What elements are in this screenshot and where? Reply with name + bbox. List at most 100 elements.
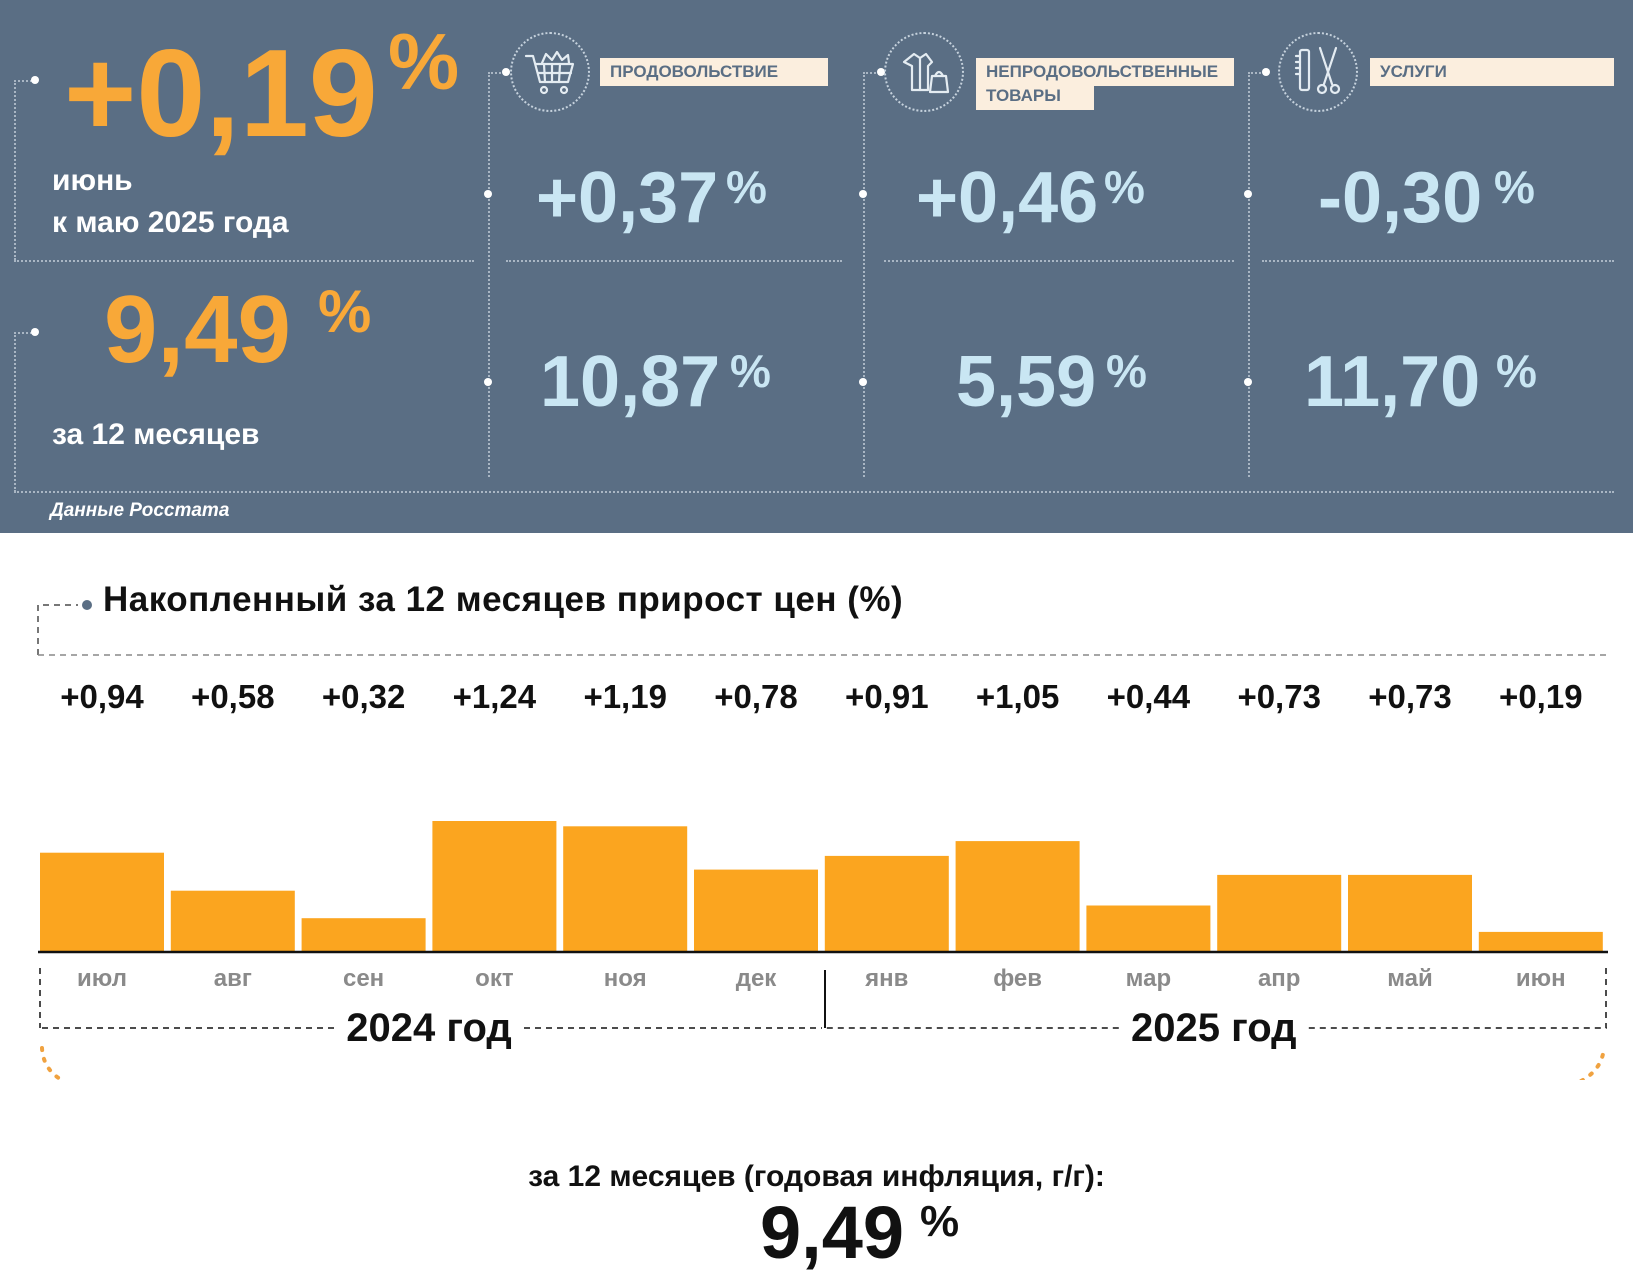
value-label-июл: +0,94 bbox=[60, 678, 144, 715]
category-label-nonfood-line1: НЕПРОДОВОЛЬСТВЕННЫЕ bbox=[976, 58, 1234, 86]
frame-dot bbox=[502, 68, 510, 76]
category-label-services: УСЛУГИ bbox=[1370, 58, 1614, 86]
bar-окт bbox=[432, 821, 557, 952]
month-label-май: май bbox=[1387, 965, 1433, 992]
title-dot bbox=[82, 600, 92, 610]
chart-title: Накопленный за 12 месяцев прирост цен (%… bbox=[103, 580, 904, 619]
value-label-авг: +0,58 bbox=[191, 678, 275, 715]
bar-авг bbox=[170, 890, 295, 952]
column-divider bbox=[863, 72, 865, 477]
year-label-1: 2025 год bbox=[1131, 1006, 1297, 1050]
annual-percent-sign: % bbox=[318, 278, 372, 345]
frame-dot bbox=[484, 378, 492, 386]
month-label-окт: окт bbox=[475, 965, 514, 992]
nonfood-monthly-value: +0,46 bbox=[916, 158, 1099, 238]
food-annual-percent: % bbox=[730, 345, 771, 397]
value-label-янв: +0,91 bbox=[845, 678, 929, 715]
data-source: Данные Росстата bbox=[50, 500, 230, 521]
value-label-июн: +0,19 bbox=[1499, 678, 1583, 715]
month-label-апр: апр bbox=[1258, 965, 1301, 992]
bar-фев bbox=[955, 841, 1080, 952]
category-label-food: ПРОДОВОЛЬСТВИЕ bbox=[600, 58, 828, 86]
frame-dot bbox=[1262, 68, 1270, 76]
frame-line bbox=[863, 72, 883, 74]
nonfood-annual-value: 5,59 bbox=[956, 342, 1097, 422]
monthly-percent-sign: % bbox=[388, 17, 460, 106]
bar-chart: +0,94 +0,58 +0,32 +1,24 +1,19 +0,78 +0,91 +1,05… bbox=[37, 600, 1608, 1080]
total-brace bbox=[40, 1046, 1606, 1080]
frame-line bbox=[14, 260, 474, 262]
clothing-bag-icon bbox=[884, 32, 964, 112]
shopping-cart-icon bbox=[510, 32, 590, 112]
frame-dot bbox=[31, 76, 39, 84]
month-label-июл: июл bbox=[77, 965, 127, 992]
month-label-авг: авг bbox=[214, 965, 252, 992]
column-divider bbox=[1248, 72, 1250, 477]
monthly-label-line2: к маю 2025 года bbox=[52, 206, 289, 239]
value-label-апр: +0,73 bbox=[1237, 678, 1321, 715]
title-connector bbox=[37, 604, 78, 655]
frame-line bbox=[884, 260, 1234, 262]
monthly-value: +0,19 bbox=[64, 25, 378, 163]
services-annual-value: 11,70 bbox=[1304, 342, 1481, 422]
comb-scissors-icon bbox=[1278, 32, 1358, 112]
value-label-дек: +0,78 bbox=[714, 678, 798, 715]
value-label-май: +0,73 bbox=[1368, 678, 1452, 715]
month-label-ноя: ноя bbox=[604, 965, 647, 992]
frame-line bbox=[14, 80, 36, 82]
value-label-сен: +0,32 bbox=[322, 678, 406, 715]
monthly-label-line1: июнь bbox=[52, 164, 133, 197]
frame-dot bbox=[877, 68, 885, 76]
month-label-янв: янв bbox=[864, 965, 908, 992]
nonfood-annual-percent: % bbox=[1106, 345, 1147, 397]
total-label: за 12 месяцев (годовая инфляция, г/г): bbox=[528, 1160, 1105, 1193]
month-label-фев: фев bbox=[993, 965, 1042, 992]
food-monthly-value: +0,37 bbox=[536, 158, 719, 238]
services-monthly-percent: % bbox=[1494, 161, 1535, 213]
food-monthly-percent: % bbox=[726, 161, 767, 213]
value-label-окт: +1,24 bbox=[453, 678, 537, 715]
frame-line bbox=[14, 332, 36, 334]
services-monthly-value: -0,30 bbox=[1318, 158, 1483, 238]
month-label-мар: мар bbox=[1126, 965, 1171, 992]
frame-dot bbox=[31, 328, 39, 336]
bar-дек bbox=[694, 869, 818, 952]
bar-июн bbox=[1478, 931, 1603, 952]
month-label-сен: сен bbox=[343, 965, 384, 992]
food-annual-value: 10,87 bbox=[540, 342, 721, 422]
value-label-фев: +1,05 bbox=[976, 678, 1060, 715]
frame-line bbox=[14, 332, 16, 492]
bar-янв bbox=[824, 855, 949, 952]
frame-line bbox=[1262, 260, 1614, 262]
month-label-дек: дек bbox=[736, 965, 778, 992]
month-label-июн: июн bbox=[1516, 965, 1566, 992]
frame-dot bbox=[484, 190, 492, 198]
category-label-nonfood-line2: ТОВАРЫ bbox=[976, 82, 1094, 110]
frame-line bbox=[14, 80, 16, 260]
total-percent-sign: % bbox=[920, 1197, 960, 1246]
annual-label: за 12 месяцев bbox=[52, 418, 260, 451]
frame-line bbox=[506, 260, 842, 262]
total-value: 9,49 bbox=[760, 1191, 905, 1274]
bar-июл bbox=[40, 852, 164, 952]
bar-апр bbox=[1217, 874, 1342, 952]
annual-value: 9,49 bbox=[104, 276, 291, 383]
summary-panel: +0,19 % июнь к маю 2025 года 9,49 % за 1… bbox=[0, 0, 1633, 533]
bar-ноя bbox=[563, 826, 688, 952]
bar-май bbox=[1348, 874, 1472, 952]
value-label-ноя: +1,19 bbox=[583, 678, 667, 715]
bar-сен bbox=[301, 918, 426, 952]
column-divider bbox=[488, 72, 490, 477]
frame-line bbox=[14, 491, 1614, 493]
services-annual-percent: % bbox=[1496, 345, 1537, 397]
bar-мар bbox=[1086, 905, 1211, 952]
frame-dot bbox=[1244, 378, 1252, 386]
nonfood-monthly-percent: % bbox=[1104, 161, 1145, 213]
frame-dot bbox=[859, 190, 867, 198]
frame-line bbox=[1248, 72, 1268, 74]
value-label-мар: +0,44 bbox=[1107, 678, 1191, 715]
frame-dot bbox=[859, 378, 867, 386]
year-label-0: 2024 год bbox=[346, 1006, 512, 1050]
frame-line bbox=[488, 72, 508, 74]
frame-dot bbox=[1244, 190, 1252, 198]
